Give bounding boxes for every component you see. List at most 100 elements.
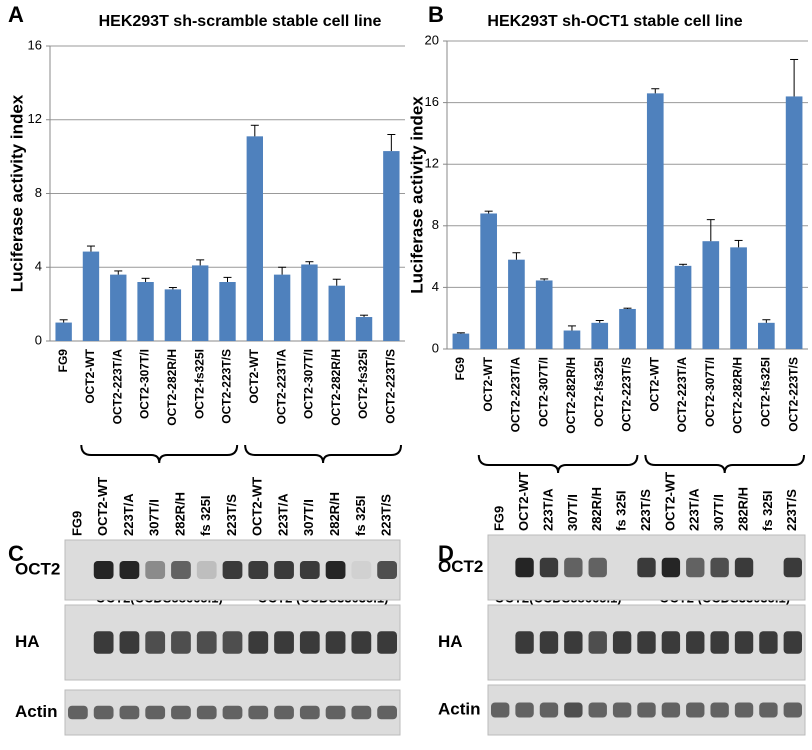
lane-label: FG9 xyxy=(492,506,507,531)
bar xyxy=(785,96,803,349)
blot-band xyxy=(93,631,114,654)
blot-band xyxy=(734,557,754,578)
lane-label: FG9 xyxy=(69,511,84,536)
bar xyxy=(219,282,236,341)
blot-band xyxy=(274,561,294,579)
blot-band xyxy=(377,561,397,579)
lane-label: 223T/A xyxy=(121,493,136,536)
blot-band xyxy=(734,631,754,654)
bar xyxy=(164,289,182,341)
blot-band xyxy=(686,702,705,718)
y-tick-label: 12 xyxy=(425,156,439,171)
blot-band xyxy=(196,631,217,654)
blot-band xyxy=(491,702,510,718)
blot-band xyxy=(145,561,166,579)
blot-band xyxy=(299,705,320,720)
bar xyxy=(192,265,209,341)
panel-label: D xyxy=(438,541,454,566)
bar xyxy=(301,264,318,341)
blot-band xyxy=(68,705,88,720)
x-tick-label: OCT2-WT xyxy=(647,356,661,411)
y-tick-label: 8 xyxy=(432,217,439,232)
bar xyxy=(55,322,72,341)
x-tick-label: OCT2-fs325I xyxy=(592,357,606,427)
lane-label: fs 325I xyxy=(614,491,629,531)
y-tick-label: 4 xyxy=(432,279,439,294)
y-tick-label: 16 xyxy=(425,94,439,109)
row-label: OCT2 xyxy=(438,557,483,576)
y-tick-label: 8 xyxy=(35,185,42,200)
bar xyxy=(508,259,525,349)
lane-label: OCT2-WT xyxy=(516,472,531,531)
blot-band xyxy=(515,631,534,654)
bar xyxy=(355,317,373,341)
x-tick-label: OCT2-223T/A xyxy=(675,357,689,433)
blot-band xyxy=(539,557,559,578)
row-label: HA xyxy=(438,632,463,651)
lane-label: 223T/A xyxy=(275,493,290,536)
blot-band xyxy=(539,631,559,654)
blot-band xyxy=(564,557,583,578)
chart-title: HEK293T sh-scramble stable cell line xyxy=(99,13,382,30)
lane-label: 307T/I xyxy=(147,499,162,536)
group-brace xyxy=(244,444,402,464)
lane-label: 223T/S xyxy=(784,489,799,531)
blot-band xyxy=(248,631,269,654)
x-tick-label: OCT2-223T/S xyxy=(384,349,398,424)
lane-label: fs 325I xyxy=(760,491,775,531)
blot-band xyxy=(759,702,778,718)
blot-band xyxy=(351,631,372,654)
bar xyxy=(758,322,775,349)
y-tick-label: 16 xyxy=(28,37,42,52)
lane-label: 282R/H xyxy=(327,492,342,536)
blot-band xyxy=(299,561,320,579)
blot-band xyxy=(222,631,243,654)
row-label: HA xyxy=(15,632,40,651)
x-tick-label: OCT2-fs325I xyxy=(356,349,370,419)
x-tick-label: FG9 xyxy=(56,349,70,373)
bar xyxy=(591,322,609,349)
blot-band xyxy=(637,631,656,654)
blot-band xyxy=(248,705,269,720)
lane-label: 223T/A xyxy=(687,488,702,531)
y-tick-label: 4 xyxy=(35,259,42,274)
panel-label: C xyxy=(8,541,24,566)
blot-band xyxy=(377,705,397,720)
y-tick-label: 0 xyxy=(432,340,439,355)
blot-band xyxy=(325,705,346,720)
blot-band xyxy=(222,705,243,720)
blot-band xyxy=(196,561,217,579)
group-brace xyxy=(477,454,639,474)
blot-band xyxy=(171,561,191,579)
blot-band xyxy=(686,631,705,654)
blot-band xyxy=(759,631,778,654)
blot-band xyxy=(783,557,802,578)
lane-label: OCT2-WT xyxy=(95,477,110,536)
blot-band xyxy=(710,631,729,654)
y-tick-label: 12 xyxy=(28,111,42,126)
blot-band xyxy=(515,702,534,718)
x-tick-label: OCT2-307T/I xyxy=(138,349,152,419)
x-tick-label: OCT2-307T/I xyxy=(703,357,717,427)
x-tick-label: OCT2-307T/I xyxy=(536,357,550,427)
x-tick-label: OCT2-223T/A xyxy=(509,357,523,433)
bar xyxy=(480,213,497,349)
x-tick-label: OCT2-223T/A xyxy=(274,349,288,425)
lane-label: 223T/S xyxy=(224,494,239,536)
panel-label: A xyxy=(8,2,24,27)
blot-band xyxy=(119,561,140,579)
x-tick-label: OCT2-282R/H xyxy=(731,357,745,434)
x-tick-label: OCT2-fs325I xyxy=(192,349,206,419)
x-tick-label: OCT2-223T/S xyxy=(786,357,800,432)
blot-band xyxy=(710,702,729,718)
lane-label: 282R/H xyxy=(589,487,604,531)
lane-label: fs 325I xyxy=(353,496,368,536)
blot-band xyxy=(248,561,269,579)
lane-label: 223T/A xyxy=(540,488,555,531)
blot-band xyxy=(564,702,583,718)
bar xyxy=(646,93,664,349)
group-brace xyxy=(644,454,805,474)
blot-band xyxy=(734,702,754,718)
blot-band xyxy=(637,557,656,578)
